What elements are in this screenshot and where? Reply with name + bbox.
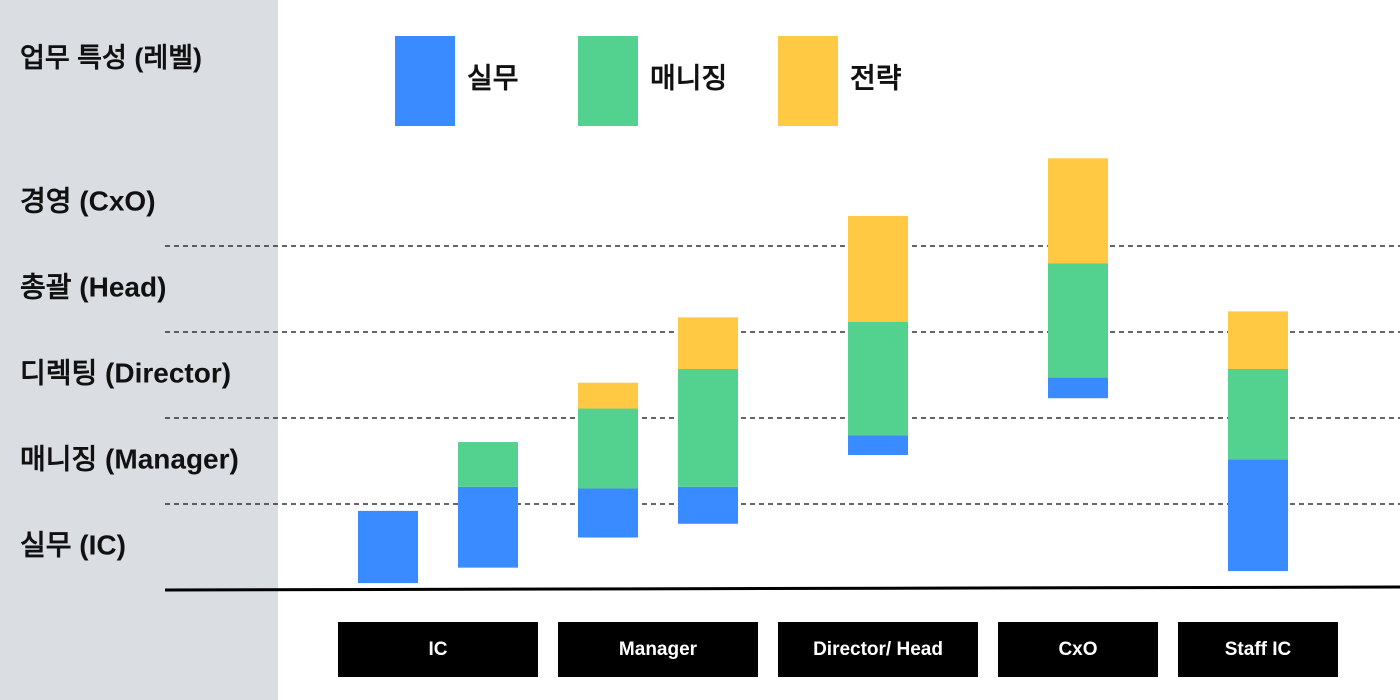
level-label: 경영 (CxO)	[20, 185, 156, 216]
bar-segment	[1048, 377, 1108, 399]
bar-segment	[1228, 459, 1288, 572]
bar-segment	[1048, 263, 1108, 378]
group-label: Director/ Head	[813, 639, 943, 660]
bar-segment	[678, 317, 738, 369]
bar-segment	[578, 408, 638, 489]
level-label: 디렉팅 (Director)	[20, 357, 231, 388]
legend-label: 매니징	[650, 62, 727, 93]
bar-segment	[848, 435, 908, 455]
bar-segment	[1048, 158, 1108, 264]
group-label: Manager	[619, 639, 698, 660]
bar-segment	[578, 488, 638, 538]
bar-segment	[458, 442, 518, 487]
legend-swatch	[395, 36, 455, 126]
legend-label: 실무	[467, 62, 519, 93]
level-label: 매니징 (Manager)	[20, 443, 239, 474]
group-label: CxO	[1058, 639, 1097, 660]
level-label: 총괄 (Head)	[20, 271, 166, 302]
bar-segment	[678, 368, 738, 487]
bar-segment	[578, 382, 638, 409]
bar-segment	[1228, 311, 1288, 369]
legend-label: 전략	[850, 62, 902, 93]
bar-segment	[458, 486, 518, 568]
group-button	[558, 622, 758, 677]
bar-segment	[678, 486, 738, 524]
group-button	[1178, 622, 1338, 677]
side-panel	[0, 0, 278, 700]
group-label: Staff IC	[1225, 639, 1292, 660]
bar-segment	[358, 510, 418, 584]
baseline	[164, 585, 1400, 592]
group-button	[778, 622, 978, 677]
axis-title: 업무 특성 (레벨)	[20, 43, 202, 73]
group-label: IC	[429, 639, 448, 660]
level-label: 실무 (IC)	[20, 529, 126, 560]
group-button	[338, 622, 538, 677]
legend-swatch	[778, 36, 838, 126]
group-button	[998, 622, 1158, 677]
bar-segment	[848, 215, 908, 322]
bar-segment	[1228, 368, 1288, 460]
bar-segment	[848, 321, 908, 436]
legend-swatch	[578, 36, 638, 126]
